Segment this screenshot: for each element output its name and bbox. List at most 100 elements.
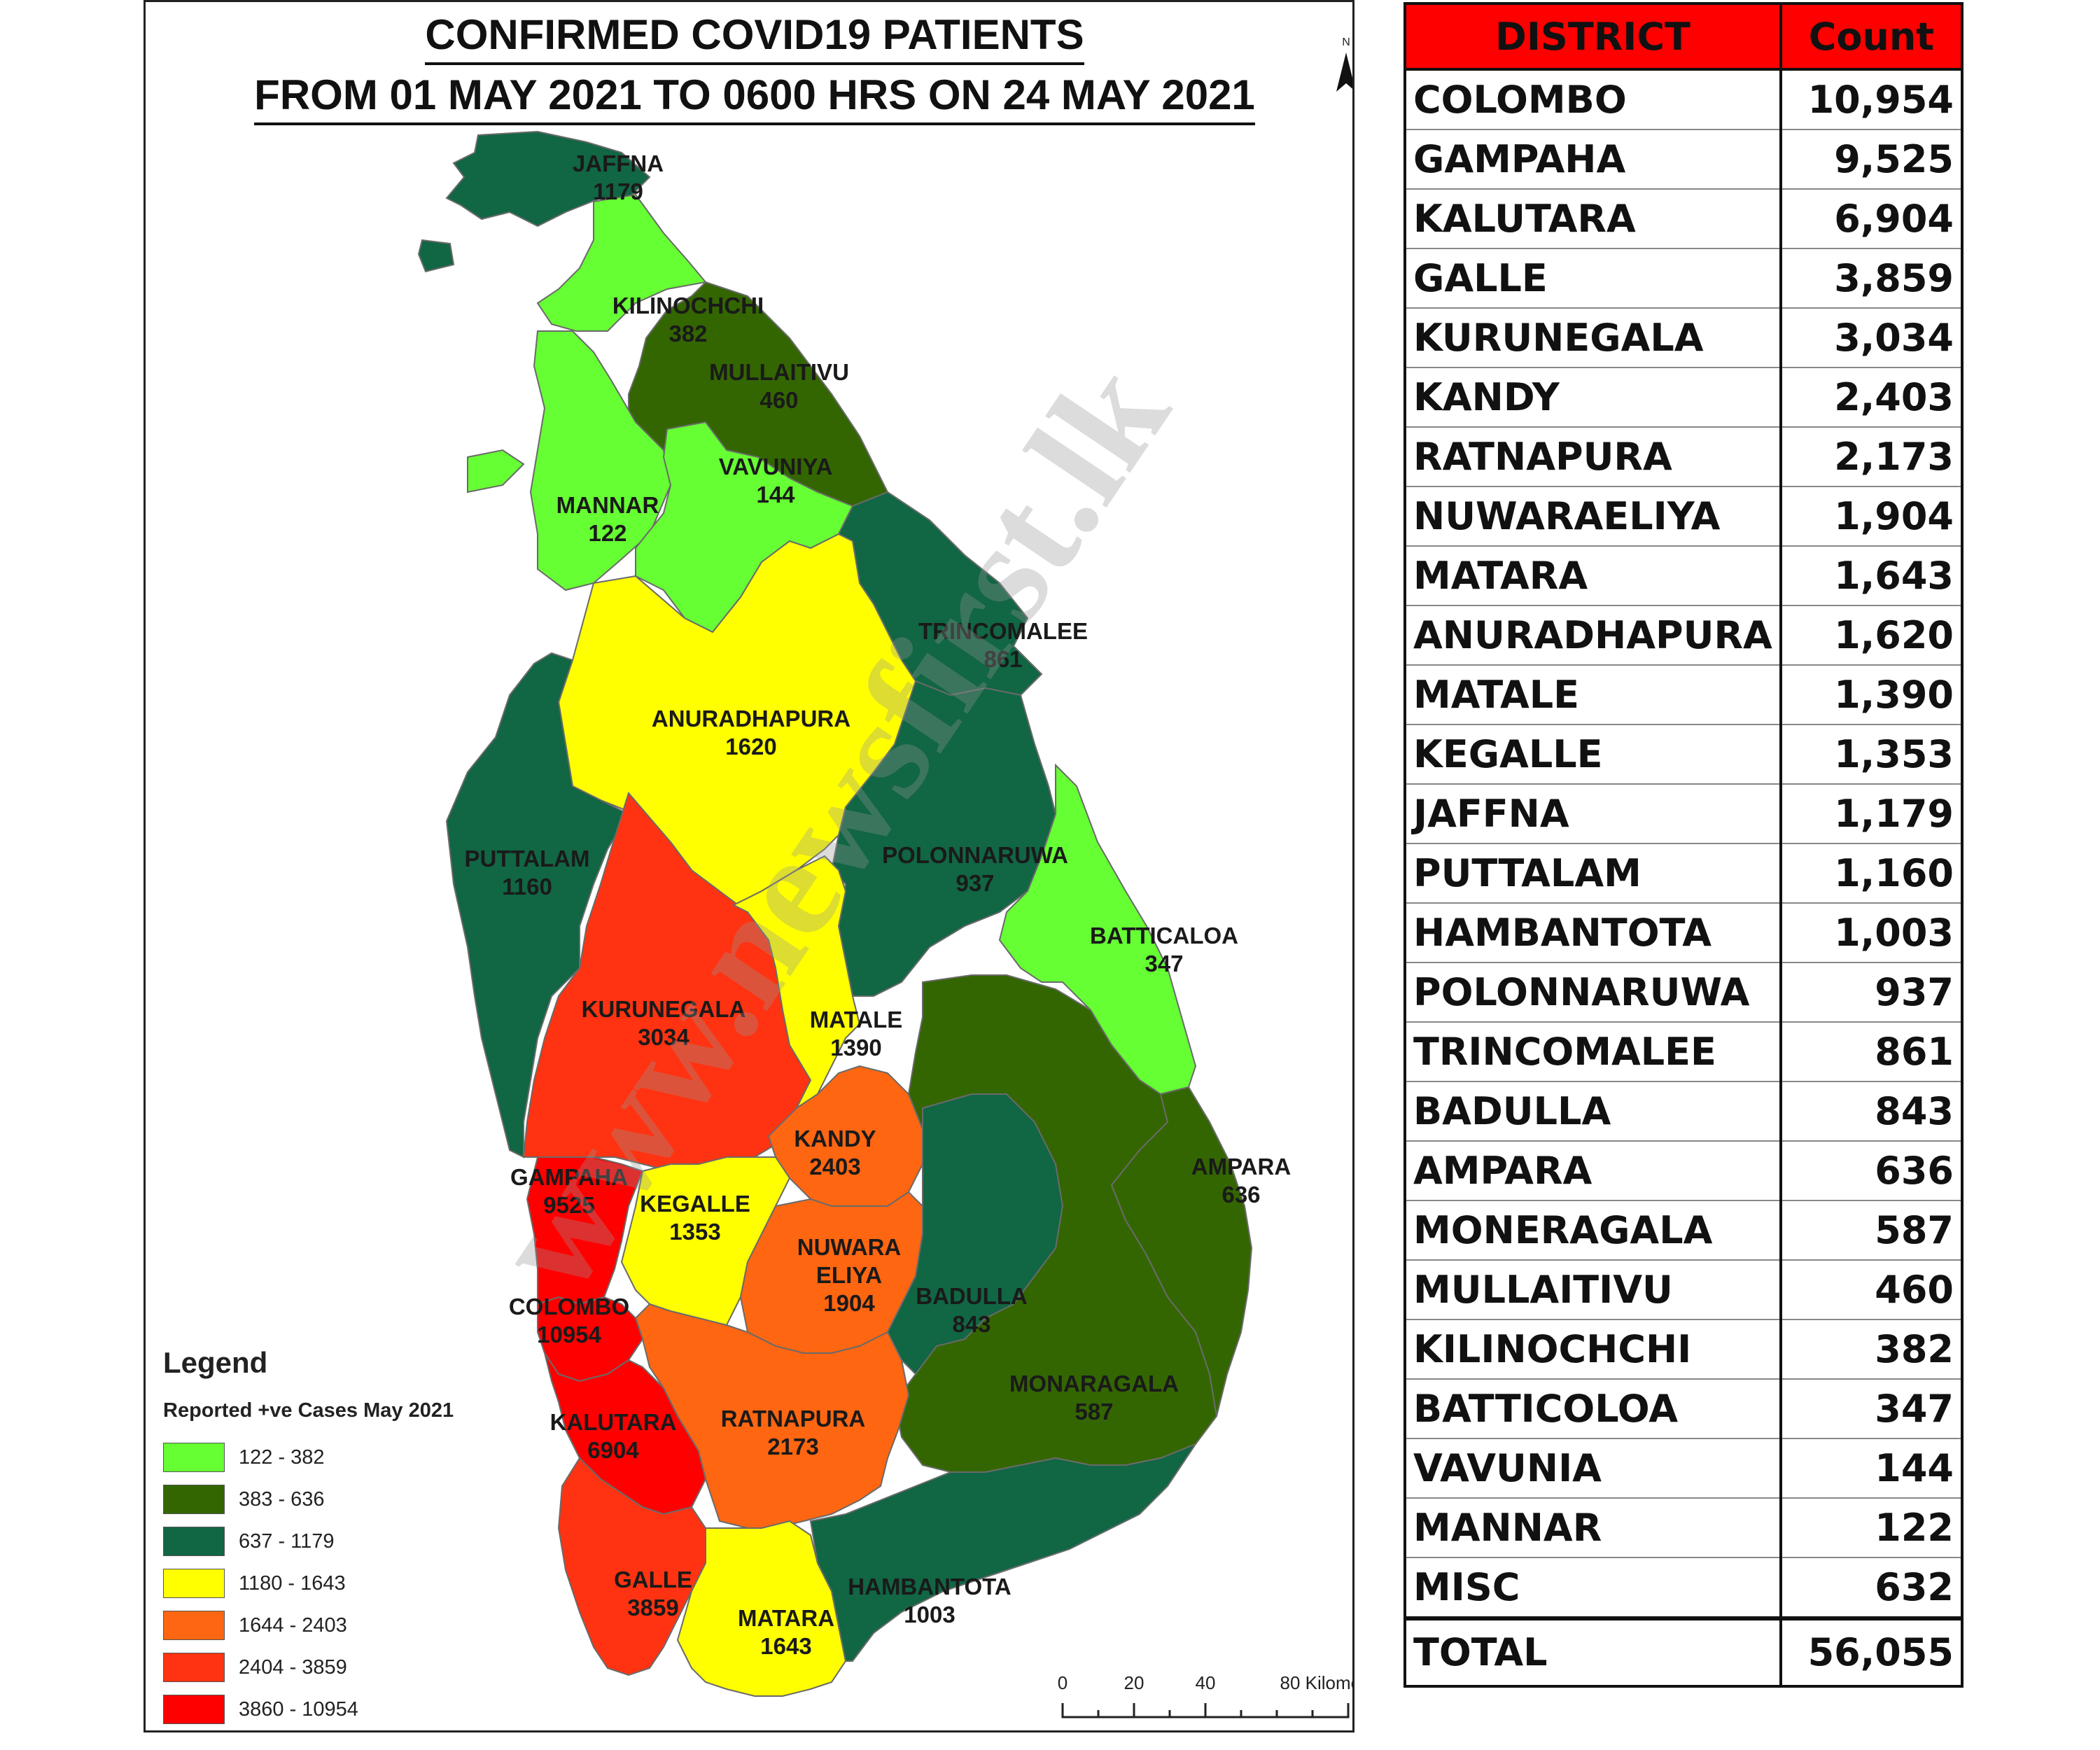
table-row: RATNAPURA 2,173: [1404, 427, 1964, 487]
count-cell: 1,353: [1779, 724, 1964, 785]
legend-swatch: [163, 1485, 225, 1514]
table-row: NUWARAELIYA 1,904: [1404, 486, 1964, 547]
legend-item: 1180 - 1643: [163, 1562, 555, 1604]
legend-label: 1644 - 2403: [239, 1614, 347, 1637]
district-cell: MANNAR: [1404, 1498, 1782, 1558]
district-cell: NUWARAELIYA: [1404, 486, 1782, 547]
legend-swatch: [163, 1443, 225, 1472]
table-row: JAFFNA 1,179: [1404, 784, 1964, 844]
district-cell: VAVUNIA: [1404, 1438, 1782, 1499]
district-badulla: [886, 1093, 1064, 1376]
count-cell: 2,173: [1779, 427, 1964, 487]
district-matara: [676, 1520, 847, 1697]
table-row: AMPARA 636: [1404, 1141, 1964, 1201]
legend-label: 2404 - 3859: [239, 1656, 347, 1679]
count-cell: 1,179: [1779, 784, 1964, 844]
count-cell: 587: [1779, 1200, 1964, 1261]
district-cell: GALLE: [1404, 248, 1782, 309]
district-galle: [557, 1457, 706, 1676]
table-row: VAVUNIA 144: [1404, 1438, 1964, 1499]
label-badulla: BADULLA 843: [916, 1283, 1027, 1337]
table-row: KEGALLE 1,353: [1404, 724, 1964, 785]
count-cell: 347: [1779, 1379, 1964, 1439]
scale-tick-40: 40: [1196, 1672, 1216, 1693]
district-polonnaruwa: [830, 680, 1057, 997]
label-trincomalee: TRINCOMALEE 861: [918, 618, 1088, 672]
legend-swatch: [163, 1695, 225, 1724]
district-matale: [732, 855, 861, 1110]
count-cell: 9,525: [1779, 130, 1964, 190]
district-hambantota: [809, 1442, 1198, 1662]
table-row: MULLAITIVU 460: [1404, 1260, 1964, 1320]
legend-label: 122 - 382: [239, 1446, 325, 1469]
count-cell: 1,904: [1779, 486, 1964, 547]
label-galle: GALLE 3859: [614, 1567, 692, 1620]
legend: Legend Reported +ve Cases May 2021 122 -…: [163, 1346, 555, 1730]
legend-item: 383 - 636: [163, 1478, 555, 1520]
label-matara: MATARA 1643: [738, 1605, 834, 1659]
label-jaffna: JAFFNA 1179: [573, 150, 664, 204]
label-kalutara: KALUTARA 6904: [550, 1409, 677, 1463]
table-row: KURUNEGALA 3,034: [1404, 308, 1964, 368]
district-cell: MONERAGALA: [1404, 1200, 1782, 1261]
district-cell: JAFFNA: [1404, 784, 1782, 844]
district-cell: KEGALLE: [1404, 724, 1782, 785]
table-row: PUTTALAM 1,160: [1404, 844, 1964, 904]
label-matale: MATALE 1390: [810, 1007, 903, 1060]
count-cell: 382: [1779, 1320, 1964, 1380]
count-cell: 1,003: [1779, 903, 1964, 963]
table-row: KALUTARA 6,904: [1404, 189, 1964, 249]
table-row: MONERAGALA 587: [1404, 1200, 1964, 1261]
table-row: MANNAR 122: [1404, 1498, 1964, 1558]
district-cell: COLOMBO: [1404, 69, 1782, 130]
label-colombo: COLOMBO 10954: [509, 1294, 629, 1348]
district-kilinochchi: [536, 193, 707, 332]
table-row: HAMBANTOTA 1,003: [1404, 903, 1964, 963]
district-count-table: DISTRICT Count COLOMBO 10,954 GAMPAHA 9,525…: [1404, 2, 1964, 1688]
table-row: ANURADHAPURA 1,620: [1404, 606, 1964, 666]
total-label: TOTAL: [1404, 1616, 1782, 1688]
table-row: COLOMBO 10,954: [1404, 69, 1964, 130]
count-cell: 1,620: [1779, 606, 1964, 666]
legend-item: 637 - 1179: [163, 1520, 555, 1562]
count-cell: 6,904: [1779, 189, 1964, 249]
island-delft: [417, 239, 455, 273]
table-header-row: DISTRICT Count: [1404, 2, 1964, 71]
district-cell: GAMPAHA: [1404, 130, 1782, 190]
label-puttalam: PUTTALAM 1160: [464, 846, 589, 899]
table-row: GAMPAHA 9,525: [1404, 130, 1964, 190]
legend-swatch: [163, 1569, 225, 1598]
table-row: MATARA 1,643: [1404, 546, 1964, 606]
label-gampaha: GAMPAHA 9525: [510, 1164, 628, 1218]
district-cell: RATNAPURA: [1404, 427, 1782, 487]
district-gampaha: [526, 1156, 644, 1306]
district-cell: HAMBANTOTA: [1404, 903, 1782, 963]
legend-label: 383 - 636: [239, 1488, 325, 1511]
table-row: MISC 632: [1404, 1558, 1964, 1620]
legend-item: 3860 - 10954: [163, 1688, 555, 1730]
district-cell: KURUNEGALA: [1404, 308, 1782, 368]
district-ratnapura: [634, 1303, 910, 1529]
district-cell: KANDY: [1404, 368, 1782, 428]
district-ampara: [1110, 1086, 1253, 1417]
label-hambantota: HAMBANTOTA 1003: [848, 1574, 1011, 1628]
district-cell: AMPARA: [1404, 1141, 1782, 1201]
district-cell: PUTTALAM: [1404, 844, 1782, 904]
table-row: GALLE 3,859: [1404, 248, 1964, 309]
legend-subtitle: Reported +ve Cases May 2021: [163, 1399, 454, 1422]
count-cell: 861: [1779, 1022, 1964, 1082]
count-cell: 2,403: [1779, 368, 1964, 428]
map-title-line2: FROM 01 MAY 2021 TO 0600 HRS ON 24 MAY 2…: [254, 68, 1255, 125]
label-nuwara-eliya: NUWARA ELIYA 1904: [797, 1234, 901, 1316]
legend-swatch: [163, 1653, 225, 1682]
legend-item: 2404 - 3859: [163, 1646, 555, 1688]
table-row: POLONNARUWA 937: [1404, 962, 1964, 1023]
label-kilinochchi: KILINOCHCHI 382: [612, 293, 764, 346]
count-cell: 144: [1779, 1438, 1964, 1499]
table-row: MATALE 1,390: [1404, 665, 1964, 725]
north-label: N: [1342, 36, 1350, 48]
count-cell: 3,859: [1779, 248, 1964, 309]
label-mullaitivu: MULLAITIVU 460: [709, 359, 849, 413]
district-cell: KALUTARA: [1404, 189, 1782, 249]
label-batticaloa: BATTICALOA 347: [1090, 923, 1238, 976]
